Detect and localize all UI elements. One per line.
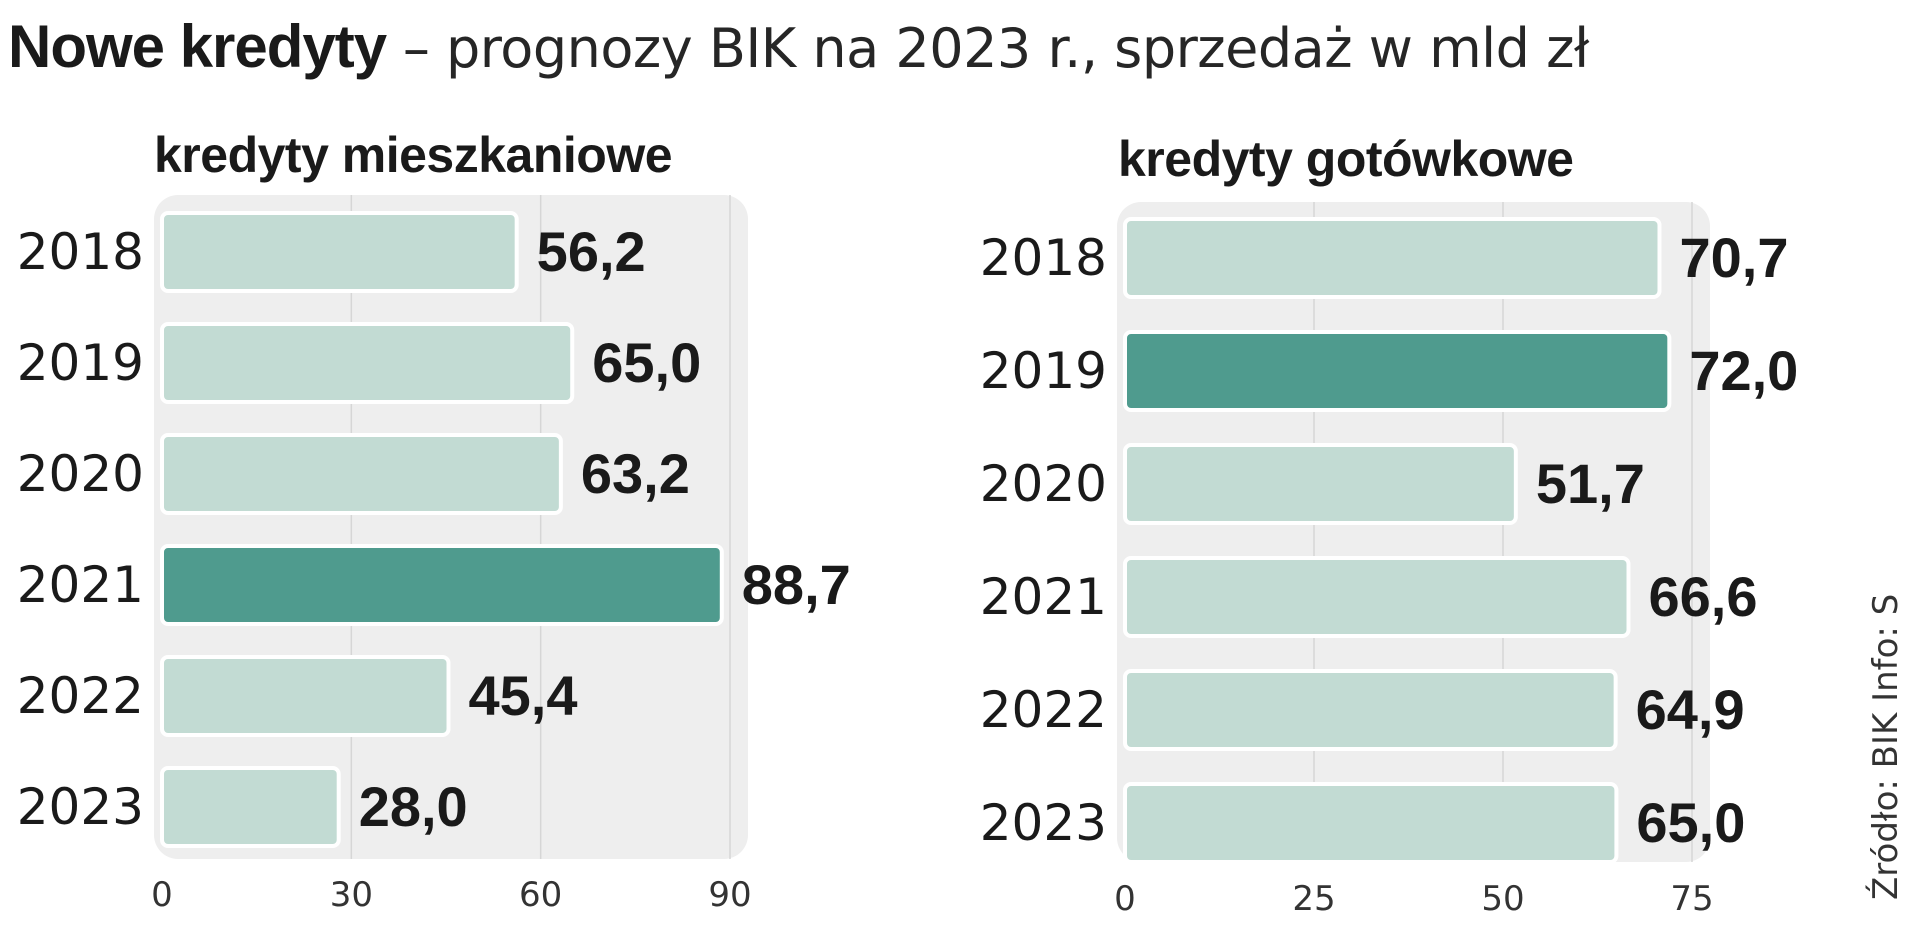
bar-2021 — [160, 544, 724, 626]
chart-title-bold: Nowe kredyty — [8, 13, 387, 80]
chart-title-rest: – prognozy BIK na 2023 r., sprzedaż w ml… — [386, 17, 1589, 80]
bar-2019 — [160, 322, 575, 404]
chart-housing-loans: kredyty mieszkaniowe 0 30 60 90 2018 56,2 2019… — [17, 127, 851, 915]
category-label: 2018 — [17, 223, 144, 281]
subtitle-cash-loans: kredyty gotówkowe — [1118, 131, 1574, 187]
bar-2021 — [1123, 556, 1631, 638]
chart-housing-loans-svg: 0 30 60 90 2018 56,2 2019 65,0 2020 63,2 2021 88,7 2… — [17, 195, 851, 915]
value-label: 63,2 — [581, 442, 690, 505]
category-label: 2023 — [17, 778, 144, 836]
bar-2018 — [1123, 217, 1662, 299]
bar-2018 — [160, 211, 519, 293]
value-label: 56,2 — [537, 220, 646, 283]
value-label: 65,0 — [1636, 791, 1745, 854]
bar-2023 — [160, 766, 341, 848]
x-tick-label: 0 — [151, 875, 173, 915]
value-label: 64,9 — [1636, 678, 1745, 741]
chart-title: Nowe kredyty – prognozy BIK na 2023 r., … — [8, 2, 1589, 94]
plot-panel — [154, 195, 748, 859]
value-label: 88,7 — [742, 553, 851, 616]
category-label: 2020 — [980, 455, 1107, 513]
value-label: 70,7 — [1679, 226, 1788, 289]
bar-2022 — [1123, 669, 1618, 751]
plot-panel — [1117, 202, 1710, 862]
value-label: 72,0 — [1689, 339, 1798, 402]
source-note: Źródło: BIK Info: S — [1866, 593, 1906, 900]
category-label: 2022 — [980, 681, 1107, 739]
value-label: 65,0 — [592, 331, 701, 394]
category-label: 2019 — [980, 342, 1107, 400]
x-tick-label: 30 — [330, 875, 373, 915]
category-label: 2020 — [17, 445, 144, 503]
x-tick-label: 25 — [1292, 879, 1335, 919]
category-label: 2018 — [980, 229, 1107, 287]
bar-2019 — [1123, 330, 1672, 412]
value-label: 51,7 — [1536, 452, 1645, 515]
x-tick-label: 50 — [1481, 879, 1524, 919]
bar-2022 — [160, 655, 451, 737]
category-label: 2021 — [980, 568, 1107, 626]
x-tick-label: 0 — [1114, 879, 1136, 919]
chart-cash-loans-svg: 0 25 50 75 2018 70,7 2019 72,0 2020 51,7 2021 66,6 2… — [980, 202, 1798, 919]
chart-cash-loans: kredyty gotówkowe 0 25 50 75 2018 70,7 2019 72,… — [960, 0, 1860, 925]
bar-2020 — [160, 433, 563, 515]
value-label: 66,6 — [1648, 565, 1757, 628]
category-label: 2021 — [17, 556, 144, 614]
x-tick-label: 60 — [519, 875, 562, 915]
category-label: 2019 — [17, 334, 144, 392]
category-label: 2023 — [980, 794, 1107, 852]
subtitle-housing-loans: kredyty mieszkaniowe — [154, 127, 673, 183]
value-label: 28,0 — [359, 775, 468, 838]
bar-2020 — [1123, 443, 1518, 525]
value-label: 45,4 — [469, 664, 578, 727]
x-tick-label: 75 — [1670, 879, 1713, 919]
category-label: 2022 — [17, 667, 144, 725]
x-tick-label: 90 — [708, 875, 751, 915]
bar-2023 — [1123, 782, 1619, 864]
